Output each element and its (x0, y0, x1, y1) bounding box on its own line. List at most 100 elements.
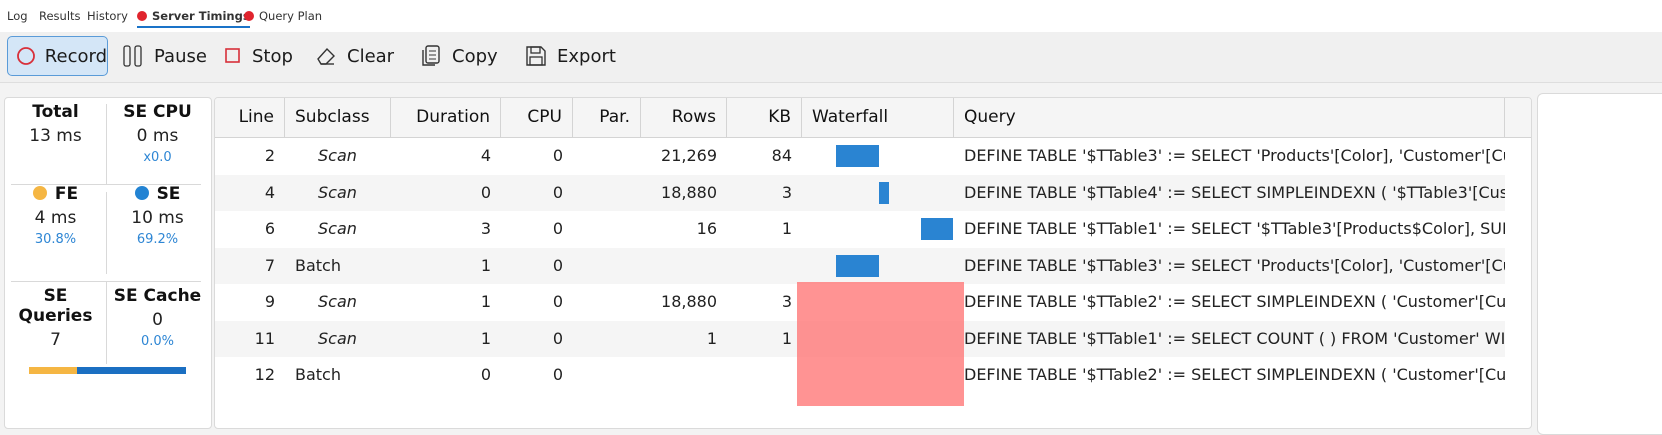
tab-history[interactable]: History (87, 9, 128, 23)
pause-button[interactable]: Pause (122, 36, 207, 76)
stop-button[interactable]: Stop (224, 36, 293, 76)
tab-label: Results (39, 9, 81, 23)
clear-button[interactable]: Clear (315, 36, 394, 76)
fe-metric: FE 4 ms 30.8% (5, 184, 106, 247)
cell-duration: 1 (480, 328, 491, 348)
waterfall-bar (878, 181, 890, 204)
record-icon (17, 47, 35, 65)
table-row[interactable]: 12 Batch 0 0 DEFINE TABLE '$TTable2' := SELE… (215, 357, 1505, 393)
cell-par (573, 284, 641, 320)
server-timings-grid: Line Subclass Duration CPU Par. Rows KB … (214, 97, 1532, 429)
cell-line: 6 (264, 219, 275, 238)
column-header-rows[interactable]: Rows (641, 98, 727, 137)
eraser-icon (317, 47, 335, 65)
metric-value: 13 ms (29, 126, 82, 146)
cell-kb (727, 248, 802, 284)
divider (106, 282, 107, 364)
cell-query: DEFINE TABLE '$TTable3' := SELECT 'Produ… (964, 255, 1505, 275)
metric-sub: 0.0% (140, 334, 175, 349)
tab-results[interactable]: Results (39, 9, 81, 23)
metric-sub: 30.8% (34, 232, 77, 247)
pause-label: Pause (154, 45, 207, 67)
summary-panel: Total 13 ms SE CPU 0 ms x0.0 FE 4 ms 30.… (4, 97, 212, 429)
tab-query-plan[interactable]: Query Plan (244, 9, 322, 23)
cell-rows: 18,880 (661, 182, 717, 202)
table-row[interactable]: 2 Scan 4 0 21,269 84 DEFINE TABLE '$TTable3' :… (215, 138, 1505, 174)
se-dot-icon (134, 186, 149, 200)
cell-cpu: 0 (552, 146, 563, 165)
cell-duration: 1 (480, 292, 491, 311)
cell-par (573, 357, 641, 393)
cell-line: 9 (264, 292, 275, 311)
cell-subclass: Scan (318, 182, 357, 202)
cell-query: DEFINE TABLE '$TTable3' := SELECT 'Produ… (964, 146, 1505, 165)
metric-value: 0 (152, 310, 163, 330)
divider (11, 281, 201, 282)
column-header-waterfall[interactable]: Waterfall (802, 98, 954, 137)
cell-rows (641, 248, 727, 284)
metric-title: FE (54, 184, 79, 204)
cell-line: 12 (254, 365, 275, 384)
cell-rows: 18,880 (661, 292, 717, 311)
cell-line: 2 (264, 146, 275, 165)
cell-duration: 0 (480, 182, 491, 202)
metric-value: 7 (50, 330, 61, 350)
column-header-par[interactable]: Par. (573, 98, 641, 137)
cell-subclass: Scan (318, 292, 357, 311)
metric-value: 0 ms (136, 126, 179, 146)
divider (11, 184, 201, 185)
cell-par (573, 321, 641, 357)
cell-line: 4 (264, 182, 275, 202)
se-cpu-metric: SE CPU 0 ms x0.0 (107, 102, 208, 165)
cell-duration: 4 (480, 146, 491, 165)
cell-subclass: Scan (318, 146, 357, 165)
cell-kb (727, 357, 802, 393)
record-button[interactable]: Record (7, 36, 108, 76)
cell-line: 11 (254, 328, 275, 348)
clear-label: Clear (347, 45, 395, 67)
cell-query: DEFINE TABLE '$TTable1' := SELECT '$TTab… (964, 219, 1505, 238)
metric-title: Total (32, 102, 79, 122)
metric-title: SE CPU (123, 102, 192, 122)
column-header-cpu[interactable]: CPU (501, 98, 573, 137)
table-row[interactable]: 9 Scan 1 0 18,880 3 DEFINE TABLE '$TTable2' :=… (215, 284, 1505, 320)
active-tab-underline (137, 26, 250, 28)
export-button[interactable]: Export (525, 36, 616, 76)
waterfall-bar (836, 254, 879, 277)
stop-icon (225, 48, 240, 63)
cell-line: 7 (264, 255, 275, 275)
metric-title: SE Cache (113, 286, 202, 306)
table-row[interactable]: 6 Scan 3 0 16 1 DEFINE TABLE '$TTable1' := SEL… (215, 211, 1505, 247)
cell-kb: 84 (771, 146, 792, 165)
column-header-line[interactable]: Line (215, 98, 285, 137)
copy-button[interactable]: Copy (420, 36, 498, 76)
tab-label: Server Timings (152, 9, 250, 23)
grid-header: Line Subclass Duration CPU Par. Rows KB … (215, 98, 1531, 138)
tab-label: History (87, 9, 128, 23)
metric-title: SE Queries (18, 286, 93, 326)
cell-cpu: 0 (552, 219, 563, 238)
column-header-duration[interactable]: Duration (391, 98, 501, 137)
cell-cpu: 0 (552, 292, 563, 311)
column-header-kb[interactable]: KB (727, 98, 802, 137)
cell-subclass: Batch (295, 255, 341, 275)
metric-sub: x0.0 (143, 150, 172, 165)
copy-label: Copy (452, 45, 498, 67)
save-icon (526, 46, 546, 66)
column-header-subclass[interactable]: Subclass (285, 98, 391, 137)
column-header-query[interactable]: Query (954, 98, 1505, 137)
cell-query: DEFINE TABLE '$TTable2' := SELECT SIMPLE… (964, 365, 1505, 384)
tab-log[interactable]: Log (7, 9, 28, 23)
status-dot-icon (137, 11, 147, 21)
waterfall-bar (921, 218, 953, 240)
export-label: Export (557, 45, 616, 67)
table-row[interactable]: 7 Batch 1 0 DEFINE TABLE '$TTable3' := SELEC… (215, 247, 1505, 284)
cell-rows: 21,269 (661, 146, 717, 165)
cell-subclass: Batch (295, 365, 341, 384)
tab-server-timings[interactable]: Server Timings (137, 9, 250, 28)
table-row[interactable]: 4 Scan 0 0 18,880 3 DEFINE TABLE '$TTable4' :=… (215, 174, 1505, 211)
cell-duration: 3 (480, 219, 491, 238)
fe-ratio-segment (29, 367, 78, 374)
cell-par (573, 248, 641, 284)
cell-kb: 3 (781, 292, 792, 311)
